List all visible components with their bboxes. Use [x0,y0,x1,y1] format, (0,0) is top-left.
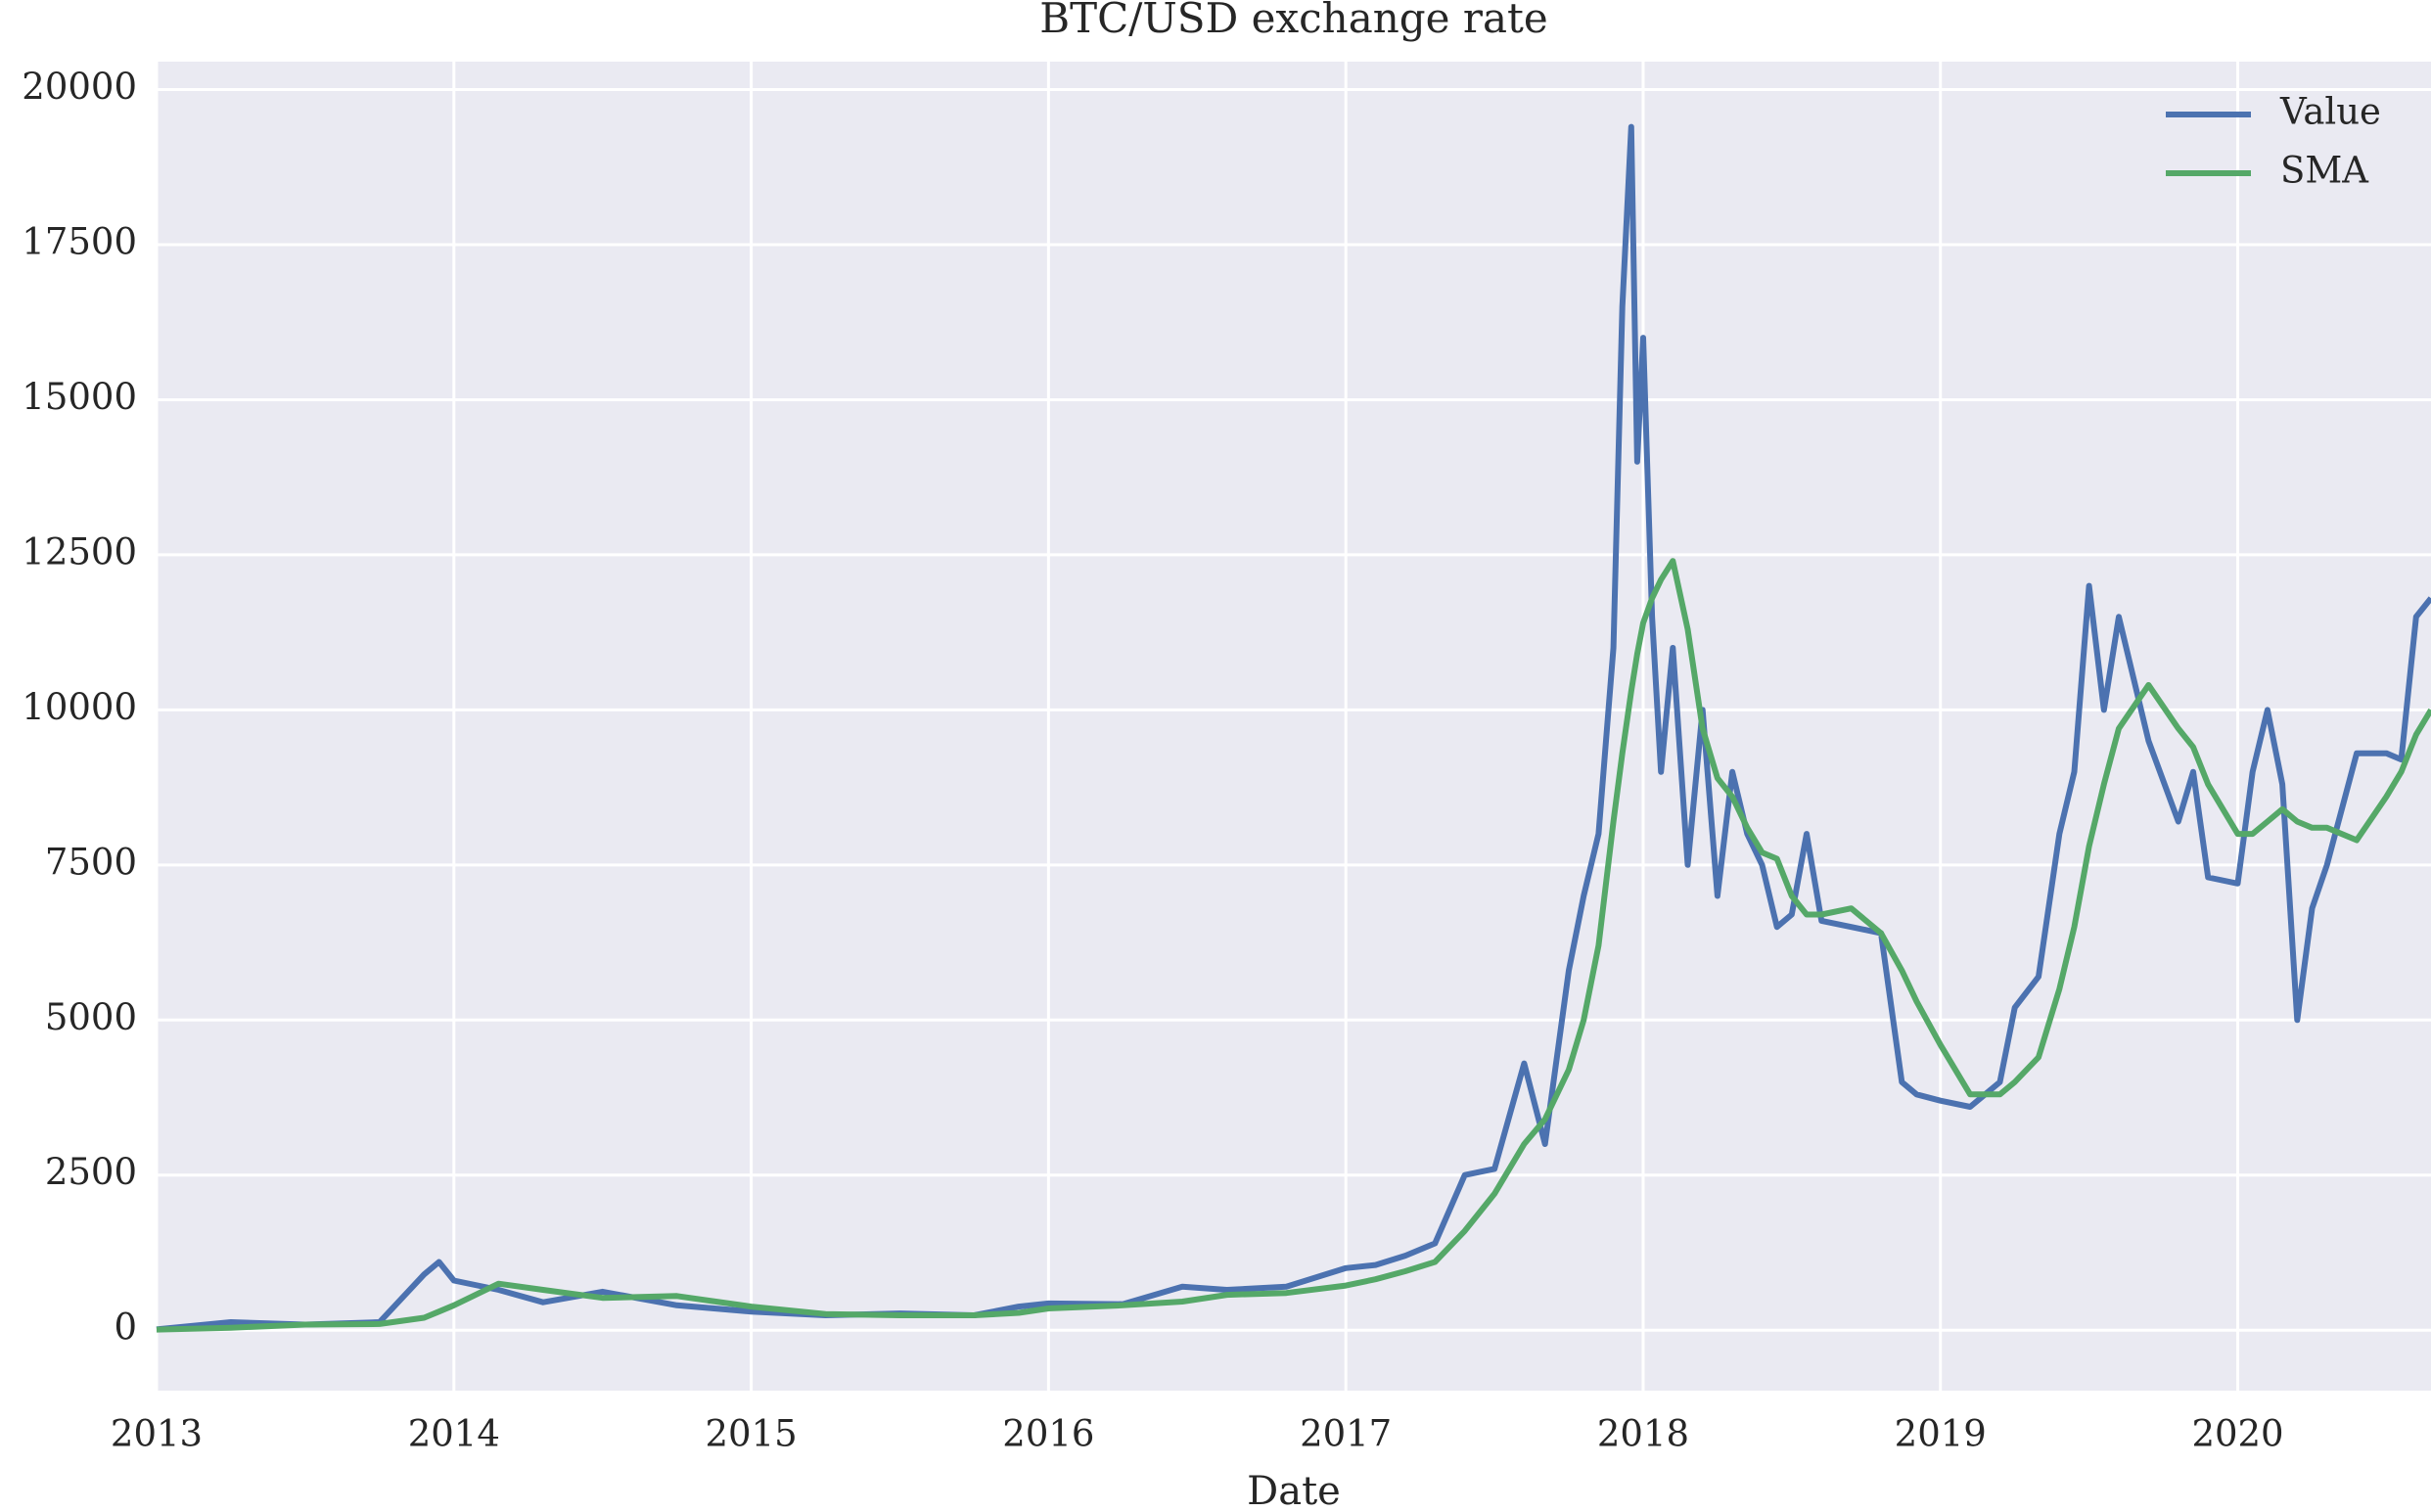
x-tick-label: 2014 [408,1413,500,1455]
y-tick-label: 0 [114,1306,137,1349]
x-axis-label: Date [1247,1469,1341,1512]
x-tick-label: 2020 [2191,1413,2283,1455]
x-tick-label: 2015 [705,1413,797,1455]
plot-area [157,62,2431,1391]
y-tick-label: 5000 [45,996,137,1038]
y-tick-label: 12500 [22,530,137,573]
legend-label: SMA [2280,150,2369,192]
x-tick-label: 2016 [1002,1413,1094,1455]
y-tick-label: 20000 [22,66,137,108]
y-tick-label: 10000 [22,686,137,728]
x-tick-label: 2018 [1597,1413,1689,1455]
x-tick-label: 2013 [111,1413,203,1455]
legend-label: Value [2279,91,2381,133]
x-tick-label: 2019 [1895,1413,1987,1455]
chart-title: BTC/USD exchange rate [1039,0,1548,42]
x-tick-label: 2017 [1300,1413,1392,1455]
line-series [156,558,2431,1333]
y-tick-label: 2500 [45,1151,137,1193]
y-tick-label: 17500 [22,220,137,262]
y-tick-label: 15000 [22,376,137,418]
y-tick-label: 7500 [45,841,137,883]
